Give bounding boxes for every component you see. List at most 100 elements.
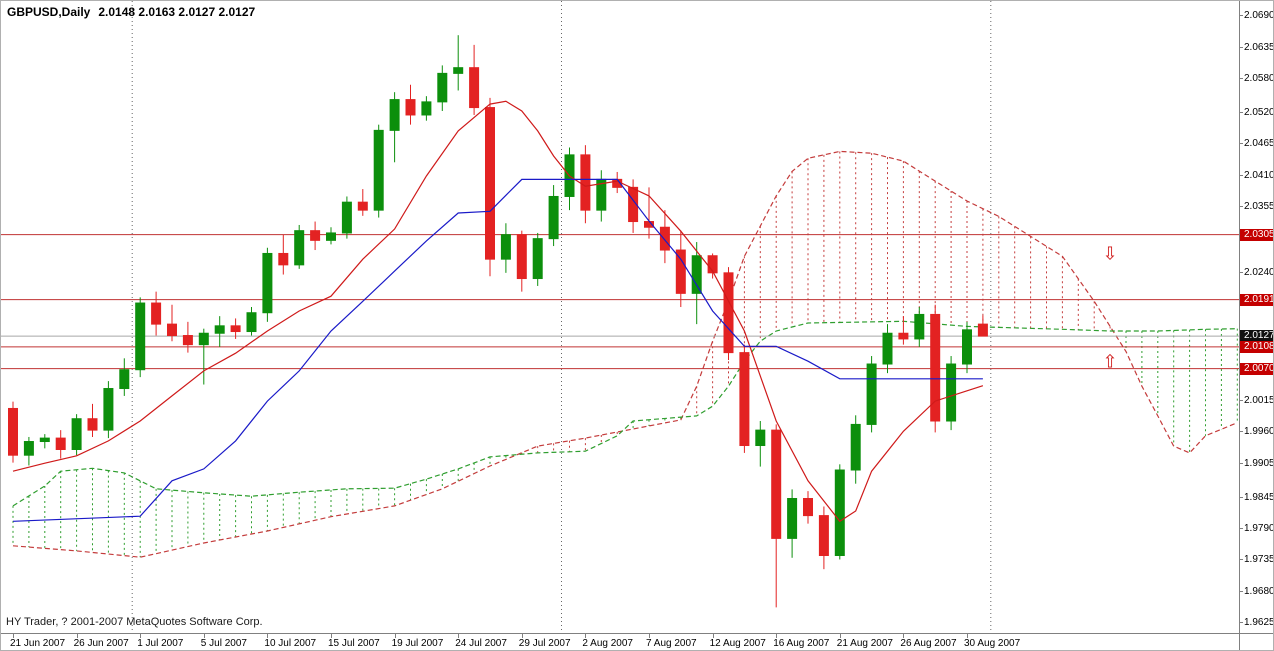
- arrow-objects: ⇩⇧: [1103, 243, 1118, 371]
- price-axis-tick: [1240, 15, 1243, 17]
- price-label: 2.0580: [1244, 72, 1274, 84]
- candle: [787, 489, 798, 558]
- price-axis-tick: [1240, 590, 1243, 592]
- candle-body: [182, 335, 193, 346]
- candle-body: [71, 418, 82, 450]
- date-label: 5 Jul 2007: [200, 638, 247, 649]
- candle: [167, 304, 177, 342]
- candle: [357, 189, 368, 216]
- level-price-badge: 2.0305: [1240, 228, 1273, 241]
- candle-body: [246, 312, 257, 333]
- candle: [182, 321, 193, 353]
- date-label: 16 Aug 2007: [773, 638, 830, 649]
- candle-body: [87, 418, 98, 431]
- candle: [930, 304, 941, 433]
- date-label: 12 Aug 2007: [709, 638, 766, 649]
- candle-body: [962, 329, 972, 365]
- date-label: 30 Aug 2007: [964, 638, 1021, 649]
- price-chart-canvas[interactable]: ⇩⇧: [1, 1, 1240, 633]
- candle: [23, 436, 34, 466]
- time-axis-tick: [967, 634, 968, 638]
- candle-body: [8, 407, 18, 456]
- time-axis-tick: [458, 634, 460, 638]
- candle: [198, 328, 209, 385]
- candle-body: [930, 313, 941, 422]
- senkou-span-a-line: [12, 150, 1238, 558]
- candle-body: [898, 332, 909, 340]
- date-label: 15 Jul 2007: [328, 638, 380, 649]
- candle: [469, 44, 480, 115]
- candle-body: [103, 388, 114, 431]
- candle: [151, 291, 162, 336]
- candle: [516, 230, 527, 292]
- candle-body: [23, 441, 34, 456]
- date-label: 1 Jul 2007: [137, 638, 184, 649]
- candle: [326, 227, 336, 245]
- price-axis-tick: [1240, 271, 1243, 273]
- candle: [659, 210, 670, 264]
- candle: [262, 247, 273, 322]
- time-axis-tick: [394, 634, 396, 638]
- candle: [310, 221, 321, 251]
- candle: [898, 316, 909, 345]
- candle-body: [580, 154, 591, 211]
- candle-body: [230, 325, 241, 333]
- candle: [135, 297, 146, 378]
- price-axis-tick: [1240, 206, 1243, 208]
- candle: [866, 356, 877, 433]
- time-axis-tick: [649, 634, 650, 638]
- candle: [214, 316, 225, 347]
- price-label: 2.0355: [1244, 201, 1274, 213]
- candle-body: [532, 238, 543, 280]
- price-axis[interactable]: 2.0690 2.0635 2.0580 2.0520 2.0465 2.0410 2.03…: [1239, 1, 1274, 633]
- candle-body: [882, 332, 893, 365]
- candle-body: [628, 186, 639, 223]
- price-label: 1.9905: [1244, 457, 1274, 469]
- date-label: 26 Jun 2007: [73, 638, 129, 649]
- copyright-text: HY Trader, ? 2001-2007 MetaQuotes Softwa…: [6, 616, 263, 628]
- ichimoku-cloud-lines: [12, 150, 1238, 558]
- candle-body: [421, 101, 432, 116]
- candle-body: [389, 99, 400, 131]
- candle-body: [723, 272, 734, 354]
- candle-body: [135, 302, 146, 371]
- chart-title: GBPUSD,Daily 2.0148 2.0163 2.0127 2.0127: [7, 5, 255, 19]
- price-axis-tick: [1240, 462, 1243, 464]
- ichimoku-cloud-hatch: [12, 151, 1238, 558]
- candle-body: [437, 72, 448, 103]
- candle-body: [167, 323, 177, 337]
- candle-body: [834, 469, 845, 556]
- price-label: 2.0635: [1244, 41, 1274, 53]
- date-label: 2 Aug 2007: [582, 638, 633, 649]
- time-axis-tick: [521, 634, 523, 638]
- candle-body: [914, 313, 925, 340]
- candle: [500, 223, 511, 273]
- up-arrow-object[interactable]: ⇧: [1103, 352, 1118, 372]
- candle-body: [803, 498, 813, 517]
- price-label: 2.0410: [1244, 169, 1274, 181]
- down-arrow-object[interactable]: ⇩: [1103, 243, 1118, 263]
- time-axis[interactable]: 21 Jun 2007 26 Jun 2007 1 Jul 2007 5 Jul 20…: [1, 633, 1239, 650]
- time-axis-tick: [13, 634, 14, 638]
- candle: [977, 315, 988, 337]
- time-axis-tick: [267, 634, 269, 638]
- date-label: 21 Jun 2007: [10, 638, 66, 649]
- candle: [691, 242, 702, 325]
- candle: [914, 307, 925, 347]
- candle: [771, 424, 782, 608]
- candle-body: [866, 363, 877, 425]
- level-price-badge: 2.0191: [1240, 293, 1273, 306]
- candle-body: [659, 226, 670, 251]
- price-axis-tick: [1240, 622, 1243, 624]
- price-axis-tick: [1240, 112, 1243, 114]
- candle-body: [787, 498, 798, 539]
- candle-body: [691, 255, 702, 294]
- tenkan-sen-line: [12, 100, 984, 523]
- candle: [405, 84, 416, 125]
- candle: [834, 464, 845, 560]
- price-label: 2.0015: [1244, 394, 1274, 406]
- time-axis-tick: [76, 634, 78, 638]
- candle: [818, 506, 829, 570]
- price-label: 2.0465: [1244, 138, 1274, 150]
- candles-layer: [8, 35, 988, 608]
